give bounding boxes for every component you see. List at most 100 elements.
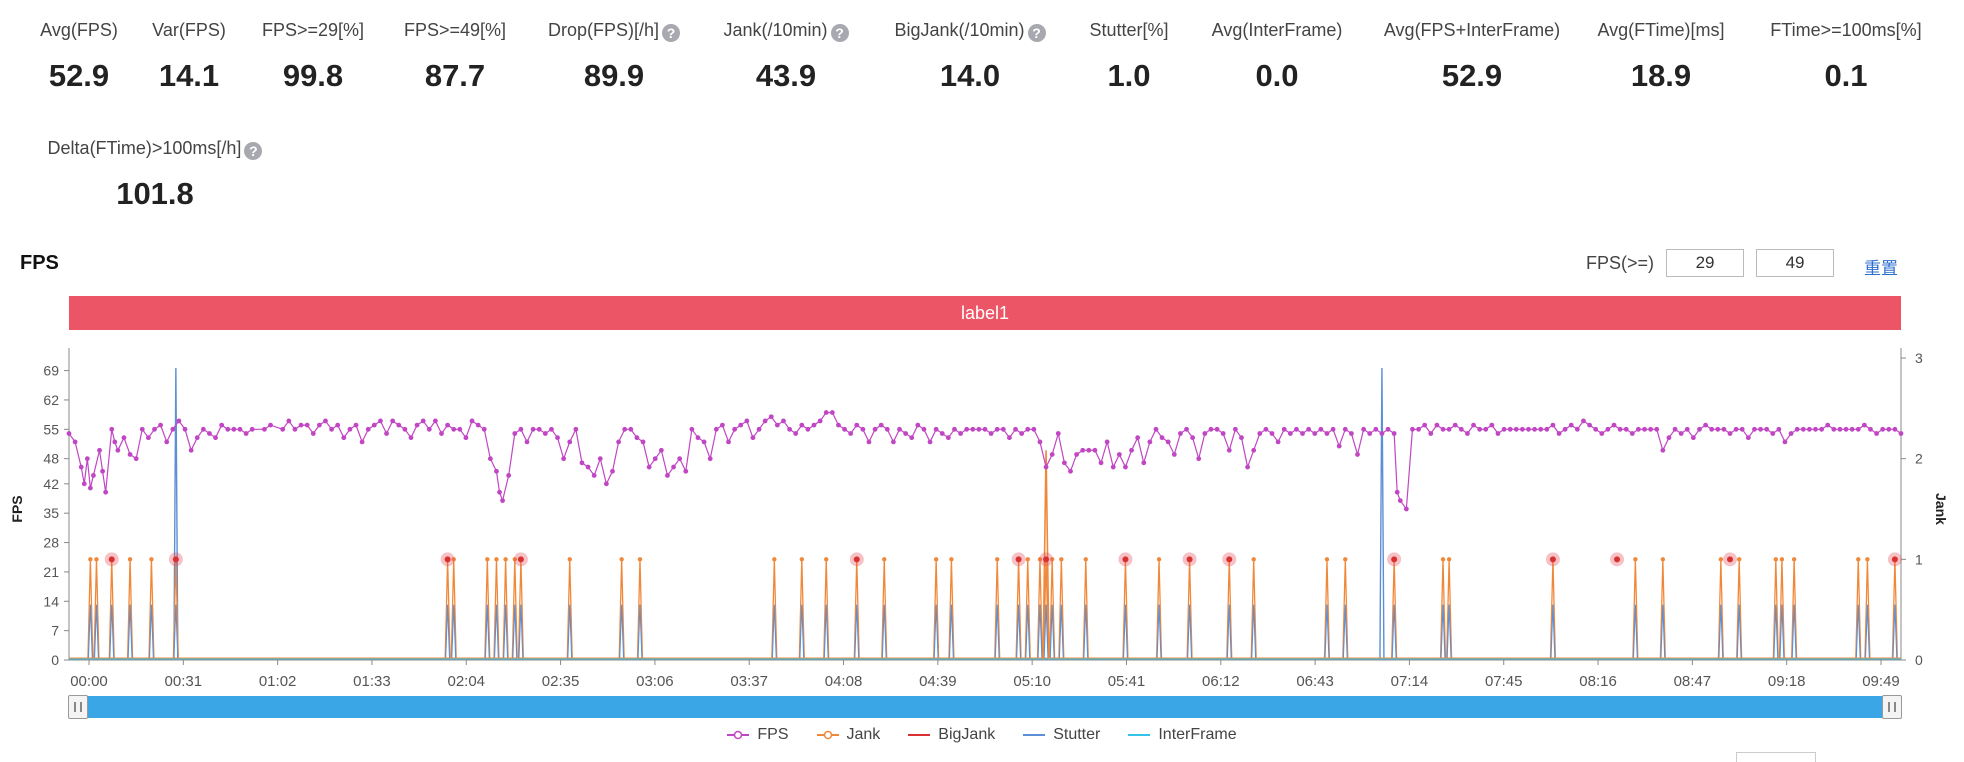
fps-point: [1855, 426, 1861, 432]
y-tick-label: 55: [43, 421, 59, 437]
zoom-slider[interactable]: [68, 695, 1902, 719]
fps-point: [518, 426, 524, 432]
fps-point: [1690, 435, 1696, 441]
fps-point: [103, 489, 109, 495]
zoom-slider-left-handle[interactable]: [68, 695, 88, 719]
jank-point: [1083, 557, 1088, 562]
metric-value: 43.9: [755, 58, 817, 93]
jank-point: [1856, 557, 1861, 562]
fps-point: [921, 426, 927, 432]
jank-point: [1037, 557, 1043, 562]
fps-point: [1831, 426, 1837, 432]
bigjank-legend-icon: [908, 734, 931, 736]
fps-point: [603, 481, 609, 487]
fps-legend-icon: [727, 730, 750, 740]
fps-point: [1477, 426, 1483, 432]
y-tick-label: 48: [43, 451, 59, 467]
fps-point: [1403, 506, 1409, 512]
jank-point: [1865, 557, 1870, 562]
bigjank-point: [444, 556, 451, 563]
fps-point: [903, 431, 909, 436]
fps-point: [695, 435, 701, 441]
fps-point: [1532, 426, 1537, 432]
fps-threshold-high-input[interactable]: [1756, 249, 1835, 277]
fps-point: [414, 422, 420, 428]
fps-point: [237, 426, 243, 432]
fps-point: [793, 431, 799, 436]
fps-point: [329, 426, 334, 432]
fps-chart[interactable]: 0 7 14 21 28 35 42 48 55 62 69 0 1 2 3 00:00 00:31 01:02 0…: [0, 340, 1964, 690]
fps-point: [1019, 431, 1025, 436]
x-tick-label: 04:39: [919, 673, 957, 690]
fps-point: [1007, 435, 1012, 441]
fps-point: [720, 422, 725, 428]
legend-item-fps[interactable]: FPS: [727, 726, 789, 744]
x-tick-label: 05:41: [1108, 673, 1146, 690]
fps-point: [341, 435, 347, 441]
jank-point: [1025, 557, 1030, 562]
fps-point: [481, 426, 487, 432]
help-icon[interactable]: ?: [244, 142, 263, 160]
fps-point: [634, 435, 640, 441]
frame-spike: [127, 604, 133, 661]
y-tick-label: 35: [43, 505, 59, 521]
fps-point: [787, 426, 792, 432]
help-icon[interactable]: ?: [662, 24, 681, 42]
fps-point: [1214, 426, 1220, 432]
fps-point: [1727, 431, 1733, 436]
fps-point: [1257, 431, 1263, 436]
stutter-spike: [1379, 367, 1385, 661]
fps-threshold-low-input[interactable]: [1666, 249, 1745, 277]
fps-series: [66, 410, 1904, 512]
metric-label: BigJank(/10min): [894, 20, 1025, 40]
bigjank-point: [1043, 556, 1050, 563]
metric-0: Avg(FPS) 52.9: [0, 18, 189, 94]
y-tick-label: 69: [43, 363, 59, 379]
fps-point: [1550, 422, 1556, 428]
chart-legend: FPS Jank BigJank Stutter InterFrame: [0, 726, 1964, 744]
fps-point: [170, 426, 176, 432]
fps-point: [1513, 426, 1519, 432]
fps-point: [1611, 422, 1617, 428]
help-icon[interactable]: ?: [830, 24, 849, 42]
legend-item-bigjank[interactable]: BigJank: [908, 726, 995, 744]
frame-spike: [1049, 604, 1055, 661]
fps-point: [433, 418, 438, 424]
fps-point: [353, 422, 359, 428]
zoom-slider-right-handle[interactable]: [1882, 695, 1902, 719]
reset-link[interactable]: 重置: [1864, 259, 1898, 278]
fps-point: [1672, 426, 1678, 432]
frame-spike: [109, 604, 115, 661]
fps-point: [1379, 431, 1385, 436]
legend-item-stutter[interactable]: Stutter: [1023, 726, 1100, 744]
fps-point: [158, 422, 164, 428]
jank-spike: [1042, 450, 1050, 661]
fps-point: [1367, 431, 1373, 436]
jank-point: [1779, 557, 1785, 562]
frame-spike: [1156, 604, 1162, 661]
help-icon[interactable]: ?: [1027, 24, 1046, 42]
fps-point: [1599, 431, 1605, 436]
fps-point: [555, 435, 560, 441]
metric-value: 0.0: [1255, 58, 1299, 93]
fps-point: [1049, 452, 1055, 457]
legend-item-interframe[interactable]: InterFrame: [1128, 726, 1237, 744]
fps-point: [958, 431, 963, 436]
fps-point: [1770, 431, 1776, 436]
fps-point: [701, 439, 707, 445]
fps-point: [66, 431, 72, 436]
fps-point: [1574, 426, 1580, 432]
fps-point: [1782, 439, 1788, 445]
legend-item-jank[interactable]: Jank: [816, 726, 880, 744]
fps-point: [1697, 426, 1702, 432]
fps-point: [982, 426, 988, 432]
jank-point: [619, 557, 624, 562]
fps-point: [1098, 460, 1104, 466]
label-bar[interactable]: label1: [69, 296, 1901, 330]
frame-spike: [1773, 604, 1779, 661]
fps-point: [97, 447, 102, 453]
frame-spike: [1391, 604, 1397, 661]
fps-point: [805, 426, 811, 432]
fps-point: [689, 426, 695, 432]
fps-point: [1000, 426, 1006, 432]
